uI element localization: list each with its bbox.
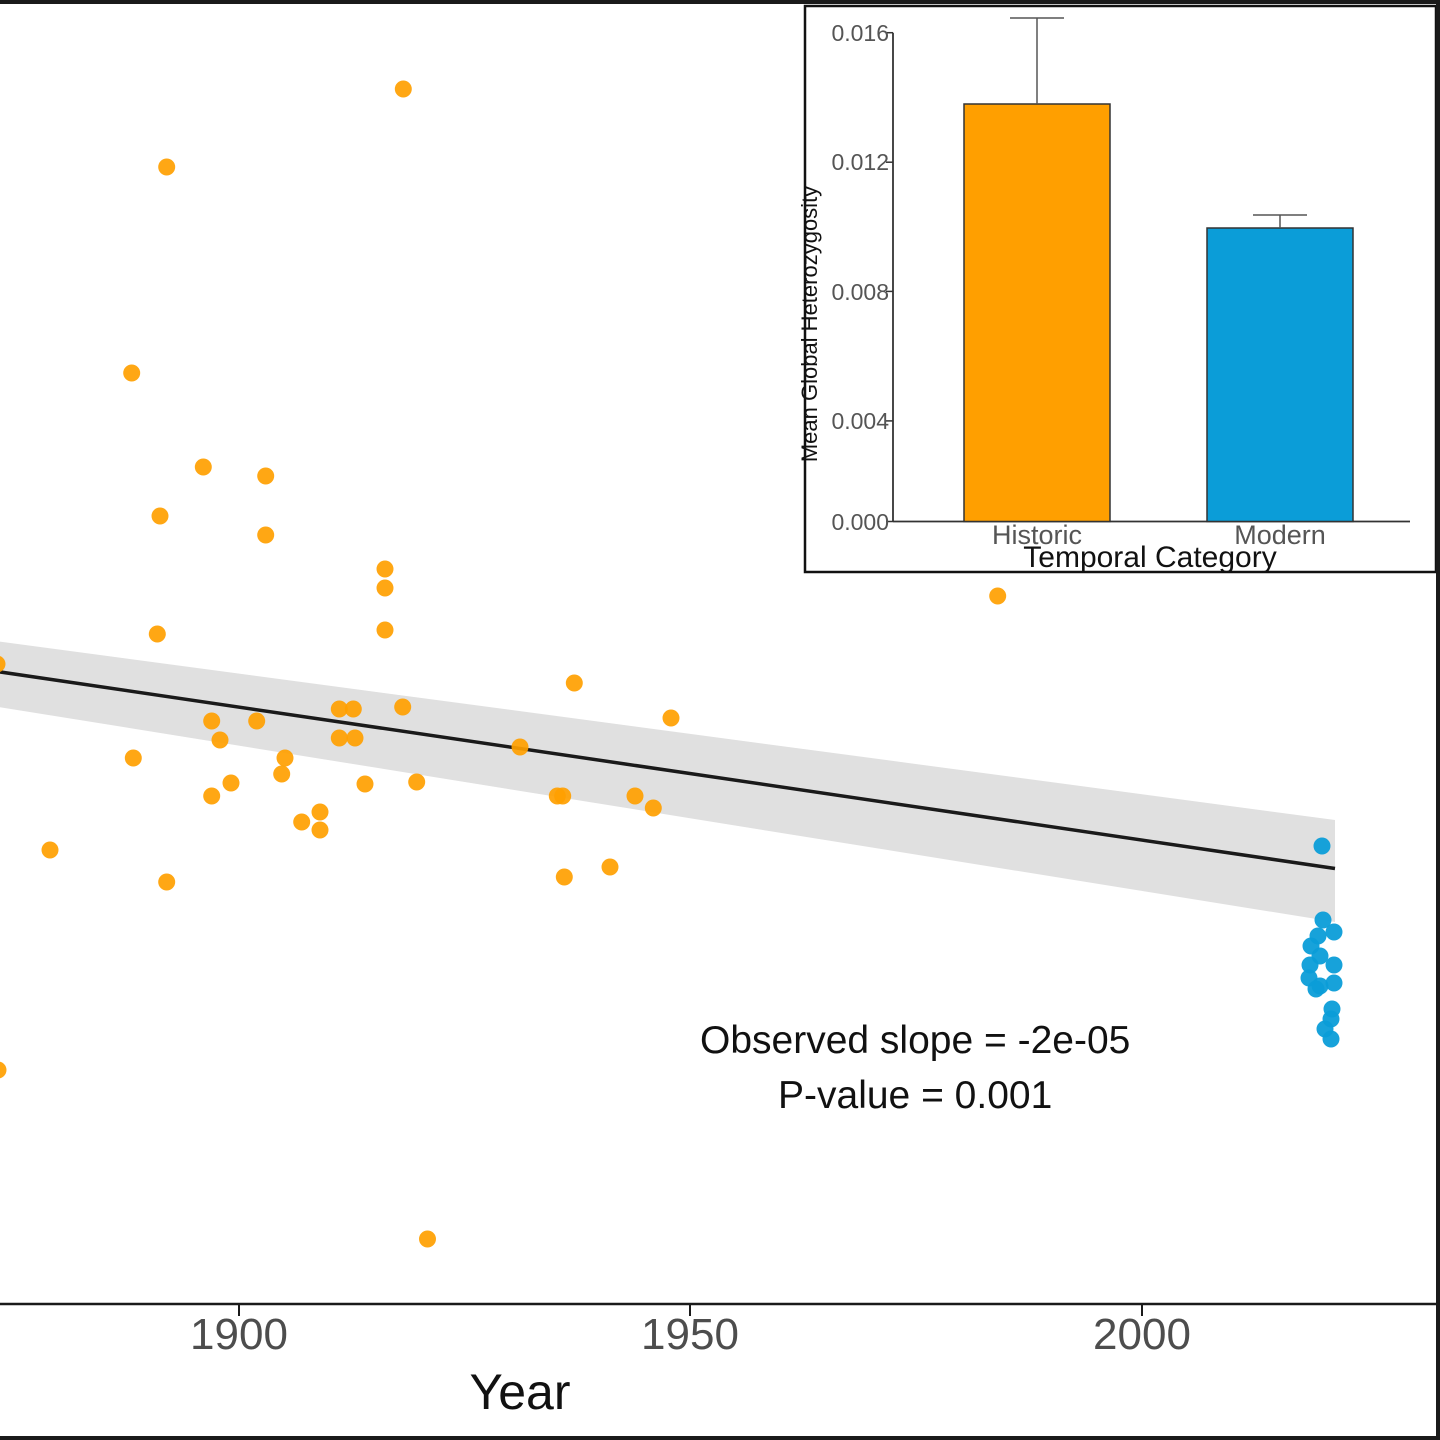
svg-text:0.008: 0.008 [831,279,889,305]
svg-text:0.016: 0.016 [831,20,889,46]
svg-text:Observed slope = -2e-05: Observed slope = -2e-05 [700,1019,1130,1062]
svg-text:1900: 1900 [190,1310,288,1359]
svg-text:Mean Global Heterozygosity: Mean Global Heterozygosity [797,186,822,462]
svg-text:Year: Year [469,1364,570,1420]
svg-text:0.000: 0.000 [831,509,889,535]
svg-text:1950: 1950 [641,1310,739,1359]
svg-text:2000: 2000 [1093,1310,1191,1359]
svg-text:Temporal Category: Temporal Category [1023,541,1276,574]
svg-text:0.012: 0.012 [831,149,889,175]
svg-text:P-value = 0.001: P-value = 0.001 [778,1074,1052,1117]
svg-text:0.004: 0.004 [831,408,889,434]
